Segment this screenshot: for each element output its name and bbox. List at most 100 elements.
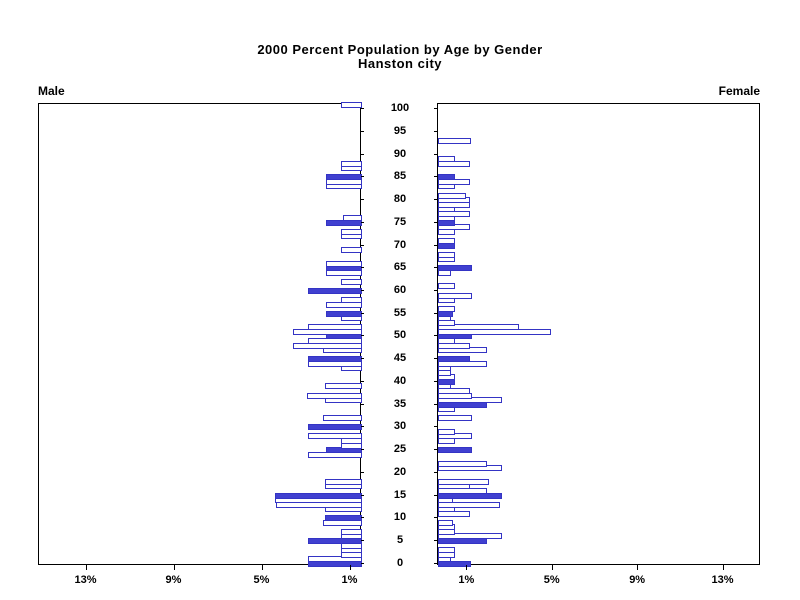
female-pct-label-1%: 1% <box>458 574 475 586</box>
female-age-tick-50 <box>434 335 437 337</box>
female-age-tick-35 <box>434 403 437 405</box>
female-age-tick-90 <box>434 153 437 155</box>
age-axis-label-65: 65 <box>393 261 407 274</box>
female-pct-label-5%: 5% <box>543 574 560 586</box>
bar-female-age-28 <box>438 433 473 440</box>
bar-female-age-38 <box>438 387 470 394</box>
bar-male-age-15 <box>275 492 362 499</box>
male-age-tick-50 <box>361 335 364 337</box>
bar-female-age-59 <box>438 292 473 299</box>
bar-female-age-9 <box>438 519 453 526</box>
bar-male-age-5 <box>308 537 362 544</box>
female-age-tick-55 <box>434 312 437 314</box>
age-axis-label-85: 85 <box>393 170 407 183</box>
female-age-tick-70 <box>434 244 437 246</box>
male-age-tick-0 <box>361 562 364 564</box>
female-age-tick-15 <box>434 494 437 496</box>
bar-female-age-29 <box>438 428 455 435</box>
age-axis-label-100: 100 <box>390 102 410 115</box>
age-axis-label-80: 80 <box>393 193 407 206</box>
bar-female-age-93 <box>438 138 471 144</box>
bar-male-age-32 <box>323 415 362 422</box>
male-age-tick-40 <box>361 380 364 382</box>
bar-female-age-56 <box>438 306 455 313</box>
age-axis-label-30: 30 <box>393 420 407 433</box>
age-axis-label-95: 95 <box>393 124 407 137</box>
bar-female-age-22 <box>438 460 487 467</box>
female-pct-tick-9% <box>637 565 639 570</box>
female-age-tick-60 <box>434 290 437 291</box>
bar-female-age-3 <box>438 547 455 554</box>
male-age-tick-65 <box>361 267 364 269</box>
age-axis-label-55: 55 <box>393 306 407 319</box>
bar-female-age-0 <box>438 560 471 567</box>
age-axis-label-20: 20 <box>393 465 407 478</box>
male-age-tick-80 <box>361 199 364 201</box>
bar-female-age-89 <box>438 156 455 163</box>
bar-female-age-25 <box>438 447 473 454</box>
bar-male-age-62 <box>340 278 362 285</box>
bar-female-age-45 <box>438 356 470 363</box>
male-age-tick-10 <box>361 517 364 519</box>
bar-male-age-18 <box>324 478 362 485</box>
bar-male-age-55 <box>325 310 362 317</box>
female-pct-label-13%: 13% <box>711 574 734 586</box>
bar-male-age-52 <box>308 324 362 331</box>
female-age-tick-30 <box>434 426 437 428</box>
male-pct-tick-1% <box>349 565 351 570</box>
female-age-tick-20 <box>434 471 437 473</box>
chart-subtitle: Hanston city <box>357 56 442 71</box>
bar-male-age-28 <box>308 433 362 440</box>
bar-female-age-13 <box>438 501 500 508</box>
bar-male-age-30 <box>308 424 362 431</box>
male-age-tick-15 <box>361 494 364 496</box>
age-axis-label-45: 45 <box>393 352 407 365</box>
age-axis-label-15: 15 <box>393 488 407 501</box>
bar-male-age-60 <box>308 288 362 294</box>
chart-title: 2000 Percent Population by Age by Gender <box>257 42 543 57</box>
bar-female-age-61 <box>438 283 455 290</box>
female-pct-label-9%: 9% <box>629 574 646 586</box>
male-age-tick-60 <box>361 290 364 291</box>
male-pct-label-13%: 13% <box>74 574 97 586</box>
female-age-tick-95 <box>434 130 437 132</box>
male-pct-label-1%: 1% <box>341 574 358 586</box>
bar-female-age-65 <box>438 265 473 272</box>
bar-male-age-69 <box>340 247 362 254</box>
age-axis-label-35: 35 <box>393 397 407 410</box>
bar-male-age-1 <box>308 556 362 563</box>
female-age-tick-40 <box>434 380 437 382</box>
female-age-tick-10 <box>434 517 437 519</box>
female-age-tick-0 <box>434 562 437 564</box>
female-pct-tick-13% <box>722 565 724 570</box>
male-pct-tick-5% <box>261 565 263 570</box>
female-age-tick-75 <box>434 221 437 223</box>
bar-male-age-88 <box>340 160 362 167</box>
bar-female-age-81 <box>438 192 466 199</box>
male-age-tick-85 <box>361 176 364 178</box>
female-age-tick-45 <box>434 358 437 360</box>
male-age-tick-30 <box>361 426 364 428</box>
male-age-tick-75 <box>361 221 364 223</box>
female-age-tick-85 <box>434 176 437 178</box>
age-axis-label-50: 50 <box>393 329 407 342</box>
male-age-tick-35 <box>361 403 364 405</box>
male-age-tick-55 <box>361 312 364 314</box>
male-age-tick-45 <box>361 358 364 360</box>
male-panel-label: Male <box>38 84 65 98</box>
male-pct-tick-13% <box>85 565 87 570</box>
male-age-tick-5 <box>361 539 364 541</box>
bar-male-age-37 <box>307 392 362 399</box>
female-age-tick-80 <box>434 199 437 201</box>
bar-male-age-7 <box>340 528 362 535</box>
bar-male-age-66 <box>325 260 362 267</box>
age-axis-label-40: 40 <box>393 374 407 387</box>
male-age-tick-70 <box>361 244 364 246</box>
female-pct-tick-1% <box>466 565 468 570</box>
male-pct-label-5%: 5% <box>253 574 270 586</box>
female-age-tick-25 <box>434 449 437 451</box>
bar-female-age-85 <box>438 174 455 181</box>
bar-female-age-52 <box>438 324 519 331</box>
bar-male-age-101 <box>340 101 362 108</box>
